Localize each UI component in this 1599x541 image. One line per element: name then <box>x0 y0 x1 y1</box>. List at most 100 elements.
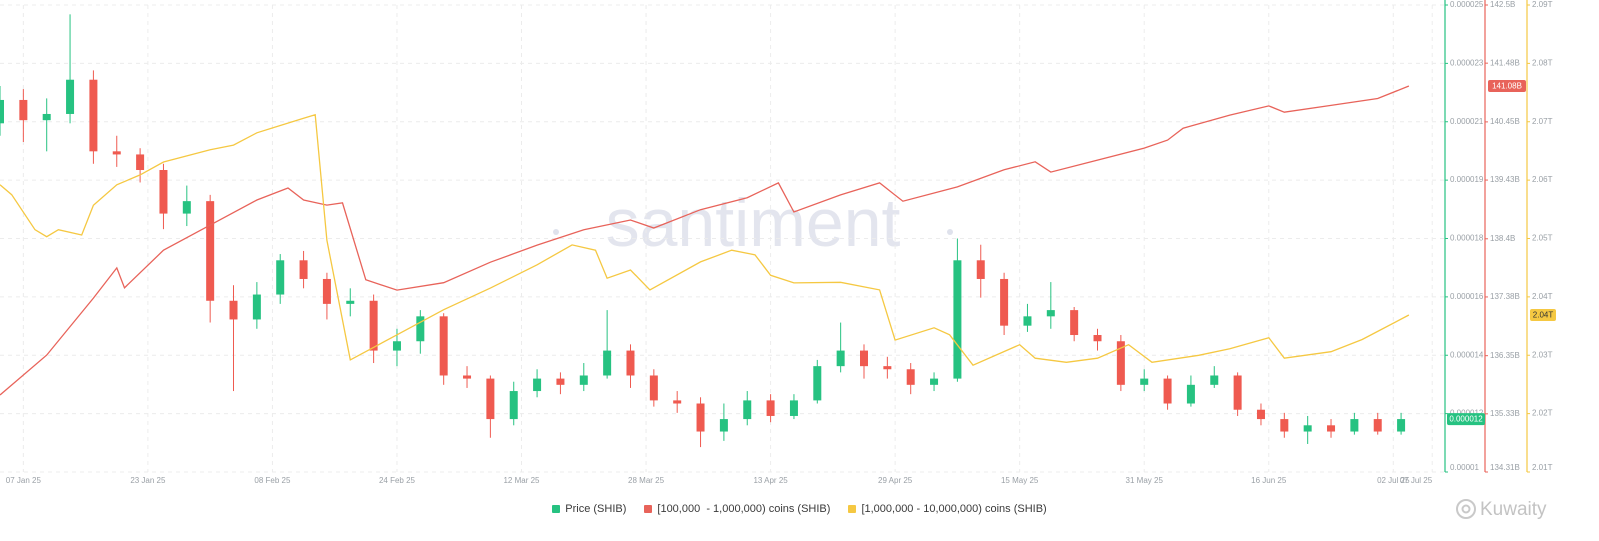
y-tick-label: 2.05T <box>1532 234 1553 243</box>
x-tick-label: 02 Jul 25 <box>1377 476 1410 485</box>
candle-body <box>439 316 448 376</box>
candle-body <box>533 378 542 392</box>
value-badge-label: 141.08B <box>1492 82 1522 91</box>
candle-body <box>1023 316 1032 326</box>
candle-body <box>369 300 378 351</box>
legend-swatch <box>644 505 653 513</box>
y-tick-label: 0.000016 <box>1450 292 1484 301</box>
candle-body <box>883 366 892 370</box>
candle-body <box>696 403 705 432</box>
y-tick-label: 2.08T <box>1532 58 1553 67</box>
x-tick-label: 07 Jul 25 <box>1400 476 1433 485</box>
x-tick-label: 31 May 25 <box>1126 476 1164 485</box>
value-badge-label: 0.000012 <box>1449 415 1483 424</box>
y-tick-label: 140.45B <box>1490 117 1520 126</box>
candle-body <box>1186 384 1195 404</box>
legend-label: [100,000 - 1,000,000) coins (SHIB) <box>657 503 831 515</box>
candle-body <box>1350 419 1359 432</box>
line-series <box>0 113 1410 366</box>
candle-body <box>0 99 4 124</box>
candle-body <box>252 294 261 320</box>
legend-item[interactable]: [100,000 - 1,000,000) coins (SHIB) <box>644 503 830 515</box>
candle-body <box>392 341 401 351</box>
legend-label: Price (SHIB) <box>565 503 627 515</box>
candle-body <box>1280 419 1289 432</box>
value-badge-label: 2.04T <box>1533 311 1554 320</box>
x-tick-label: 16 Jun 25 <box>1251 476 1287 485</box>
candle-body <box>1233 375 1242 410</box>
y-tick-label: 2.09T <box>1532 0 1553 9</box>
x-tick-label: 29 Apr 25 <box>878 476 913 485</box>
line-series <box>0 85 1410 396</box>
candle-body <box>1373 419 1382 432</box>
credit: Kuwaity <box>1456 499 1547 520</box>
candle-body <box>673 400 682 404</box>
candle-body <box>322 278 331 304</box>
candle-body <box>66 79 75 114</box>
candle-body <box>1000 278 1009 326</box>
value-badge <box>1447 413 1485 426</box>
value-badge <box>1488 79 1526 92</box>
candle-body <box>930 378 939 385</box>
candle-body <box>860 350 868 367</box>
legend-label: [1,000,000 - 10,000,000) coins (SHIB) <box>861 503 1047 515</box>
candle-body <box>112 151 121 155</box>
candle-body <box>1140 378 1149 385</box>
y-tick-label: 136.35B <box>1490 351 1520 360</box>
legend-swatch <box>848 505 857 513</box>
y-tick-label: 2.02T <box>1532 409 1553 418</box>
candle-body <box>603 350 612 376</box>
y-tick-label: 141.48B <box>1490 58 1520 67</box>
y-tick-label: 2.06T <box>1532 175 1553 184</box>
candle-body <box>766 400 775 416</box>
y-tick-label: 0.00001 <box>1450 463 1479 472</box>
candle-body <box>1163 378 1172 404</box>
candle-body <box>1046 310 1055 317</box>
candle-body <box>89 79 98 152</box>
candle-body <box>486 378 495 420</box>
candle-body <box>743 400 752 420</box>
candle-body <box>159 170 168 214</box>
candle-body <box>1327 425 1336 432</box>
candle-body <box>182 201 191 214</box>
candle-body <box>813 366 822 401</box>
candle-body <box>906 369 915 385</box>
candle-body <box>416 316 425 342</box>
candle-body <box>649 375 658 401</box>
candle-body <box>229 300 238 320</box>
candle-body <box>953 260 962 379</box>
candle-body <box>1210 375 1219 385</box>
y-tick-label: 135.33B <box>1490 409 1520 418</box>
y-tick-label: 0.000014 <box>1450 350 1484 359</box>
candle-body <box>276 260 285 295</box>
candle-body <box>509 391 518 420</box>
x-tick-label: 23 Jan 25 <box>130 476 166 485</box>
legend: Price (SHIB) [100,000 - 1,000,000) coins … <box>0 503 1599 515</box>
y-tick-label: 0.000025 <box>1450 0 1484 9</box>
y-tick-label: 0.000019 <box>1450 175 1484 184</box>
legend-item[interactable]: Price (SHIB) <box>552 503 626 515</box>
y-tick-label: 0.000021 <box>1450 117 1484 126</box>
candle-body <box>463 375 472 379</box>
candle-body <box>556 378 565 385</box>
candle-body <box>1070 310 1079 336</box>
watermark: santiment <box>553 185 953 261</box>
x-tick-label: 12 Mar 25 <box>503 476 540 485</box>
x-tick-label: 13 Apr 25 <box>753 476 788 485</box>
candle-body <box>1093 335 1102 342</box>
x-tick-label: 08 Feb 25 <box>254 476 291 485</box>
watermark-text: santiment <box>606 185 901 261</box>
candle-body <box>1116 341 1125 385</box>
x-tick-label: 28 Mar 25 <box>628 476 665 485</box>
credit-text: Kuwaity <box>1480 499 1547 520</box>
legend-item[interactable]: [1,000,000 - 10,000,000) coins (SHIB) <box>848 503 1047 515</box>
y-tick-label: 134.31B <box>1490 463 1520 472</box>
candle-body <box>42 113 51 121</box>
y-tick-label: 2.04T <box>1532 292 1553 301</box>
candle-body <box>346 300 355 304</box>
y-tick-label: 0.000023 <box>1450 58 1484 67</box>
y-tick-label: 2.03T <box>1532 350 1553 359</box>
candle-body <box>1256 409 1265 420</box>
